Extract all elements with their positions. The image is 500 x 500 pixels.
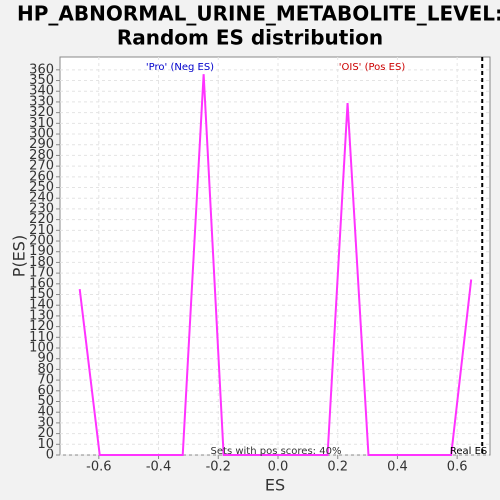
annotation: Sets with pos scores: 40% — [211, 446, 342, 457]
chart-title: Random ES distribution — [117, 26, 383, 50]
y-tick-label: 60 — [37, 383, 54, 398]
x-axis-label: ES — [265, 476, 285, 495]
y-tick-label: 310 — [29, 116, 54, 131]
y-tick-label: 140 — [29, 298, 54, 313]
y-tick-label: 150 — [29, 287, 54, 302]
y-tick-label: 0 — [46, 448, 54, 463]
y-tick-label: 340 — [29, 84, 54, 99]
y-tick-label: 290 — [29, 137, 54, 152]
y-tick-label: 30 — [37, 415, 54, 430]
annotation: 'Pro' (Neg ES) — [146, 62, 214, 73]
y-axis-label: P(ES) — [10, 235, 29, 277]
y-tick-label: 20 — [37, 426, 54, 441]
y-tick-label: 10 — [37, 437, 54, 452]
y-tick-label: 330 — [29, 94, 54, 109]
x-tick-label: 0.2 — [327, 460, 348, 475]
x-tick-label: -0.6 — [86, 460, 111, 475]
y-tick-label: 360 — [29, 62, 54, 77]
y-tick-label: 250 — [29, 180, 54, 195]
y-tick-label: 280 — [29, 148, 54, 163]
y-tick-label: 110 — [29, 330, 54, 345]
y-tick-label: 50 — [37, 394, 54, 409]
y-tick-label: 160 — [29, 276, 54, 291]
annotation: 'OIS' (Pos ES) — [339, 62, 406, 73]
y-tick-label: 260 — [29, 169, 54, 184]
y-tick-label: 350 — [29, 73, 54, 88]
y-tick-label: 90 — [37, 351, 54, 366]
y-tick-label: 200 — [29, 234, 54, 249]
y-tick-label: 170 — [29, 266, 54, 281]
y-tick-label: 120 — [29, 319, 54, 334]
y-tick-label: 220 — [29, 212, 54, 227]
x-tick-label: 0.0 — [268, 460, 289, 475]
y-tick-label: 80 — [37, 362, 54, 377]
y-tick-label: 270 — [29, 159, 54, 174]
chart-title: HP_ABNORMAL_URINE_METABOLITE_LEVEL: — [17, 2, 500, 26]
y-tick-label: 300 — [29, 127, 54, 142]
y-tick-label: 190 — [29, 244, 54, 259]
y-tick-label: 70 — [37, 373, 54, 388]
x-tick-label: 0.6 — [447, 460, 468, 475]
plot-area — [59, 56, 491, 456]
y-tick-label: 320 — [29, 105, 54, 120]
y-tick-label: 230 — [29, 201, 54, 216]
y-tick-label: 180 — [29, 255, 54, 270]
y-tick-label: 40 — [37, 405, 54, 420]
es-line — [78, 74, 473, 456]
x-tick-label: 0.4 — [387, 460, 408, 475]
y-tick-label: 210 — [29, 223, 54, 238]
y-tick-label: 240 — [29, 191, 54, 206]
real-es-label: Real ES — [450, 446, 487, 457]
y-tick-label: 130 — [29, 308, 54, 323]
x-tick-label: -0.4 — [146, 460, 171, 475]
x-tick-label: -0.2 — [206, 460, 231, 475]
y-tick-label: 100 — [29, 341, 54, 356]
